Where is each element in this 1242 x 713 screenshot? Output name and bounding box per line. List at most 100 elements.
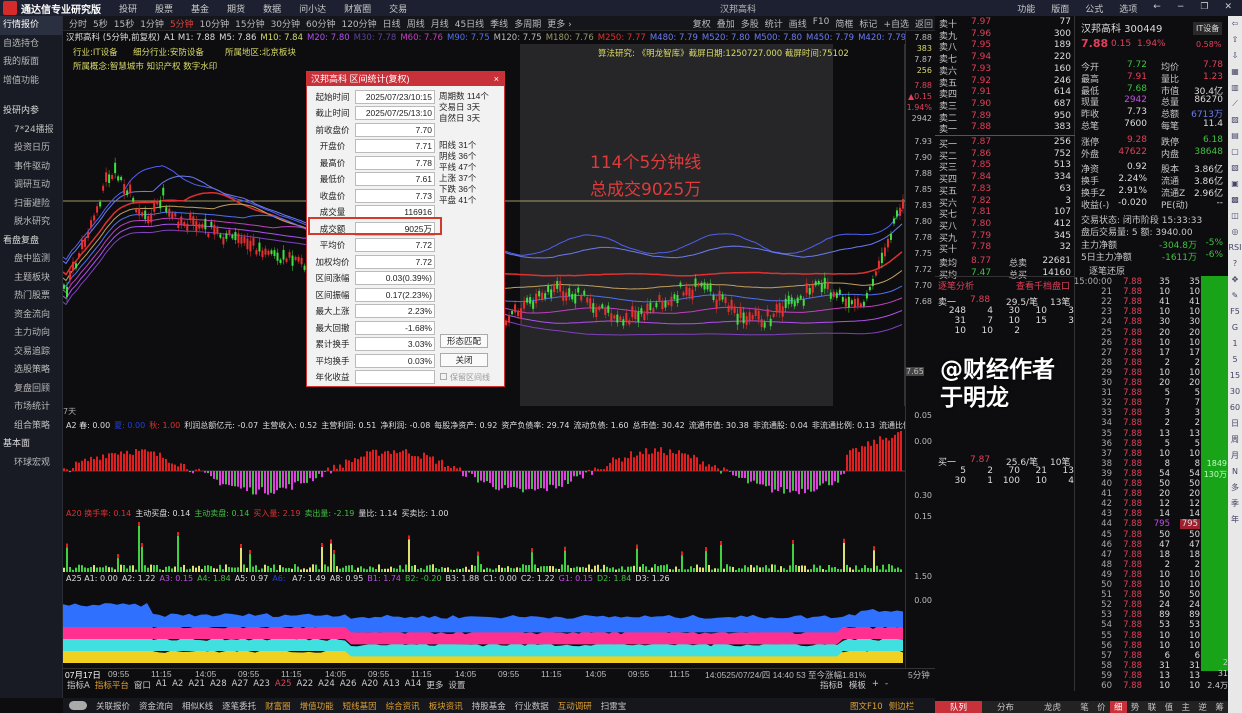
sidebar-item[interactable]: 看盘复盘 [3,235,40,246]
close-button[interactable]: 关闭 [440,353,488,367]
menu-item[interactable]: 交易 [389,4,408,15]
indicator-tab[interactable]: A1 [155,679,168,689]
period-tab[interactable]: 更多 › [547,19,572,30]
right-tab[interactable]: 逆 [1198,703,1207,713]
stat-value[interactable]: 7.72 [355,254,435,269]
book-row[interactable]: 买四 7.84 334 [939,172,1071,185]
period-tab[interactable]: 15分钟 [235,19,265,30]
tick-list[interactable]: 15:00:00 7.88 35 35 21 7.88 10 10 22 7.88 41 41 23 7.… [1074,276,1228,691]
right-tab[interactable]: 筹 [1215,703,1224,713]
sidebar-item[interactable]: 7*24播报 [14,124,54,135]
book-row[interactable]: 卖五 7.92 246 [939,76,1071,89]
tool-button[interactable]: 复权 [692,19,711,30]
side-tool-icon[interactable]: ◫ [1231,211,1239,220]
side-tool-icon[interactable]: ▦ [1231,67,1239,76]
sidebar-item[interactable]: 资金流向 [14,309,51,320]
side-tool-icon[interactable]: 日 [1231,419,1239,428]
sidebar-item[interactable]: 复盘回顾 [14,383,51,394]
sidebar-item[interactable]: 热门股票 [14,291,51,301]
side-tool-icon[interactable]: ▣ [1231,179,1239,188]
right-tab[interactable]: 值 [1164,703,1174,713]
tool-button[interactable]: 返回 [914,19,933,30]
book-row[interactable]: 买一 7.87 256 [939,137,1071,150]
period-tab[interactable]: 周线 [406,19,425,30]
menu-item[interactable]: 基金 [191,4,210,15]
book-row[interactable]: 买五 7.83 63 [939,184,1071,197]
sidebar-item[interactable]: 投研内参 [3,106,40,116]
restore-icon[interactable]: ❐ [1200,1,1209,12]
side-tool-icon[interactable]: ⇦ [1231,19,1239,28]
sidebar-item[interactable]: 主力动向 [14,328,51,338]
stat-value[interactable]: 2025/07/23/10:15 [355,89,435,104]
stat-value[interactable]: 0.17(2.23%) [355,287,435,302]
side-tool-icon[interactable]: 30 [1229,387,1241,396]
side-tool-icon[interactable]: 60 [1229,403,1241,412]
sidebar-item[interactable]: 调研互动 [14,180,51,190]
top-right-menu-item[interactable]: 公式 [1085,4,1104,15]
book-row[interactable]: 买八 7.80 412 [939,219,1071,232]
bottom-right-button[interactable]: 侧边栏 [888,702,915,712]
right-tab[interactable]: 分布 [996,703,1014,713]
bottom-tool[interactable]: 短线基因 [342,701,377,712]
indicator-tab[interactable]: A22 [296,679,314,689]
book-row[interactable]: 卖二 7.89 950 [939,111,1071,124]
pattern-match-button[interactable]: 形态匹配 [440,334,488,348]
indicator-tab[interactable]: A28 [209,679,227,689]
menu-item[interactable]: 数据 [263,4,282,15]
period-tab[interactable]: 季线 [490,19,509,30]
close-icon[interactable]: × [493,74,499,84]
sidebar-item[interactable]: 基本面 [3,439,31,449]
top-right-menu-item[interactable]: 功能 [1017,4,1036,15]
sidebar-item[interactable]: 脱水研究 [14,217,51,227]
bottom-tool[interactable]: 资金流向 [139,701,174,712]
side-tool-icon[interactable]: 5 [1232,355,1238,364]
close-icon[interactable]: ✕ [1224,1,1232,12]
side-tool-icon[interactable]: ◎ [1231,227,1239,236]
indicator-tab[interactable]: A14 [404,679,422,689]
tool-button[interactable]: 标记 [859,19,878,30]
sidebar-item[interactable]: 交易追踪 [14,346,51,357]
period-tab[interactable]: 分时 [69,19,88,30]
book-row[interactable]: 卖九 7.96 300 [939,29,1071,42]
stat-value[interactable]: 7.78 [355,155,435,170]
side-tool-icon[interactable]: ⇩ [1231,51,1239,60]
side-tool-icon[interactable]: 月 [1231,451,1239,460]
book-row[interactable]: 买六 7.82 3 [939,196,1071,209]
book-row[interactable]: 卖十 7.97 77 [939,17,1071,30]
right-tab[interactable]: 队列 [935,701,982,713]
sidebar-item[interactable]: 行情报价 [0,16,62,35]
period-tab[interactable]: 日线 [382,19,401,30]
indicator-right-tab[interactable]: 指标B [820,681,843,691]
indicator-right-tab[interactable]: - [884,679,889,689]
menu-item[interactable]: 财富圈 [344,4,372,15]
sidebar-item[interactable]: 事件驱动 [14,161,51,172]
right-tab[interactable]: 联 [1147,703,1157,713]
indicator-tab[interactable]: A2 [172,679,184,689]
period-tab[interactable]: 15秒 [113,19,135,30]
tool-button[interactable]: 画线 [788,19,807,30]
book-row[interactable]: 卖一 7.88 383 [939,122,1071,135]
stat-value[interactable]: 7.70 [355,122,435,137]
side-tool-icon[interactable]: ✎ [1231,291,1239,300]
indicator-tab[interactable]: A26 [339,679,357,689]
stat-value[interactable]: 2025/07/25/13:10 [355,106,435,120]
book-row[interactable]: 买九 7.79 345 [939,231,1071,244]
tool-button[interactable]: 多股 [740,19,759,30]
indicator-tab[interactable]: 指标平台 [94,681,129,691]
sidebar-item[interactable]: 市场统计 [14,402,51,412]
period-tab[interactable]: 120分钟 [341,19,377,30]
book-row[interactable]: 卖三 7.90 687 [939,99,1071,112]
indicator-tab[interactable]: A27 [231,679,249,689]
indicator-tab[interactable]: 窗口 [133,681,151,691]
side-tool-icon[interactable]: ▧ [1231,163,1239,172]
stat-value[interactable]: 0.03% [355,353,435,368]
indicator-tab[interactable]: A24 [318,679,335,689]
side-tool-icon[interactable]: ⟋ [1232,99,1238,108]
tool-button[interactable]: F10 [812,16,830,27]
period-tab[interactable]: 5分钟 [169,19,194,30]
book-row[interactable]: 买二 7.86 752 [939,149,1071,162]
bottom-tool[interactable]: 板块资讯 [428,701,463,712]
toggle-switch[interactable] [69,701,87,710]
indicator-right-tab[interactable]: 模板 [848,681,866,691]
stat-value[interactable] [355,370,435,384]
